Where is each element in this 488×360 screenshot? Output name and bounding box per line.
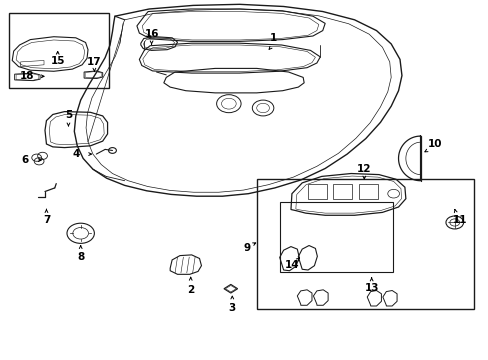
Bar (256, 179, 473, 309)
Bar (9, 13, 109, 88)
Text: 1: 1 (270, 33, 277, 43)
Text: 9: 9 (243, 243, 250, 253)
Text: 3: 3 (228, 303, 235, 313)
Text: 17: 17 (87, 57, 102, 67)
Text: 12: 12 (356, 164, 371, 174)
Text: 11: 11 (451, 215, 466, 225)
Text: 4: 4 (72, 149, 80, 159)
Text: 5: 5 (65, 110, 72, 120)
Text: 16: 16 (144, 29, 159, 39)
Text: 14: 14 (285, 260, 299, 270)
Text: 15: 15 (50, 56, 65, 66)
Text: 13: 13 (364, 283, 378, 293)
Text: 6: 6 (22, 155, 29, 165)
Text: 18: 18 (20, 71, 35, 81)
Text: 8: 8 (77, 252, 84, 262)
Text: 7: 7 (42, 215, 50, 225)
Bar (280, 202, 392, 272)
Text: 2: 2 (187, 285, 194, 295)
Text: 10: 10 (427, 139, 442, 149)
